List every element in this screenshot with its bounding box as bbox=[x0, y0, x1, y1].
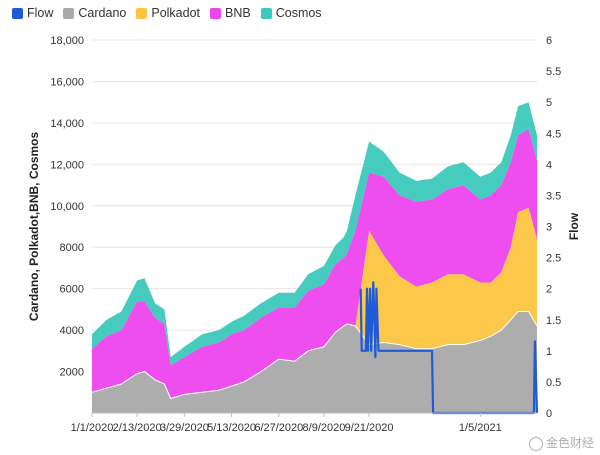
y-axis-title-left: Cardano, Polkadot,BNB, Cosmos bbox=[27, 131, 41, 321]
y-tick-label-left: 2000 bbox=[60, 367, 84, 379]
area-bnb bbox=[92, 129, 537, 399]
y-tick-label-right: 1.5 bbox=[546, 315, 561, 327]
y-tick-label-right: 5 bbox=[546, 97, 552, 109]
y-tick-label-right: 1 bbox=[546, 346, 552, 358]
legend-swatch-bnb bbox=[210, 7, 222, 19]
legend-label-polkadot: Polkadot bbox=[151, 6, 201, 20]
y-tick-label-right: 3 bbox=[546, 222, 552, 234]
chart-legend: Flow Cardano Polkadot BNB Cosmos bbox=[12, 4, 322, 22]
y-tick-label-right: 6 bbox=[546, 35, 552, 47]
legend-item-cosmos[interactable]: Cosmos bbox=[260, 4, 322, 22]
y-tick-label-left: 8000 bbox=[60, 242, 84, 254]
y-tick-label-right: 2 bbox=[546, 284, 552, 296]
y-tick-label-right: 4.5 bbox=[546, 128, 561, 140]
watermark-logo-icon bbox=[528, 436, 543, 451]
y-tick-label-left: 4000 bbox=[60, 325, 84, 337]
y-tick-label-right: 4 bbox=[546, 159, 552, 171]
legend-label-cosmos: Cosmos bbox=[275, 6, 322, 20]
x-tick-label: 8/9/2020 bbox=[303, 422, 346, 434]
watermark-text: 金色财经 bbox=[545, 436, 594, 450]
x-tick-label: 5/13/2020 bbox=[207, 422, 256, 434]
y-tick-label-right: 5.5 bbox=[546, 66, 561, 78]
area-cardano bbox=[92, 311, 537, 413]
legend-item-polkadot[interactable]: Polkadot bbox=[136, 4, 200, 22]
legend-swatch-polkadot bbox=[136, 7, 148, 19]
x-tick-label: 6/27/2020 bbox=[254, 422, 303, 434]
legend-item-bnb[interactable]: BNB bbox=[210, 4, 251, 22]
y-tick-label-left: 18,000 bbox=[50, 35, 84, 47]
x-tick-label: 9/21/2020 bbox=[345, 422, 394, 434]
y-tick-label-left: 12,000 bbox=[50, 159, 84, 171]
line-cardano-edge bbox=[91, 311, 538, 400]
legend-swatch-cardano bbox=[63, 7, 75, 19]
legend-item-cardano[interactable]: Cardano bbox=[63, 4, 126, 22]
legend-swatch-flow bbox=[12, 7, 23, 19]
y-tick-label-left: 16,000 bbox=[50, 76, 84, 88]
y-tick-label-right: 3.5 bbox=[546, 190, 561, 202]
x-tick-label: 1/1/2020 bbox=[71, 422, 114, 434]
y-axis-title-right: Flow bbox=[567, 212, 581, 240]
x-tick-label: 3/29/2020 bbox=[160, 422, 209, 434]
x-tick-label: 1/5/2021 bbox=[459, 422, 502, 434]
legend-label-bnb: BNB bbox=[225, 6, 251, 20]
x-tick-label: 2/13/2020 bbox=[113, 422, 162, 434]
legend-label-flow: Flow bbox=[27, 6, 54, 20]
legend-item-flow[interactable]: Flow bbox=[12, 4, 53, 22]
legend-label-cardano: Cardano bbox=[78, 6, 127, 20]
y-tick-label-right: 0 bbox=[546, 408, 552, 420]
y-tick-label-right: 2.5 bbox=[546, 253, 561, 265]
y-tick-label-left: 10,000 bbox=[50, 201, 84, 213]
y-tick-label-right: 0.5 bbox=[546, 377, 561, 389]
y-tick-label-left: 6000 bbox=[60, 284, 84, 296]
area-polkadot bbox=[92, 207, 537, 399]
watermark: 金色财经 bbox=[528, 434, 594, 451]
legend-swatch-cosmos bbox=[260, 7, 272, 19]
y-tick-label-left: 14,000 bbox=[50, 118, 84, 130]
